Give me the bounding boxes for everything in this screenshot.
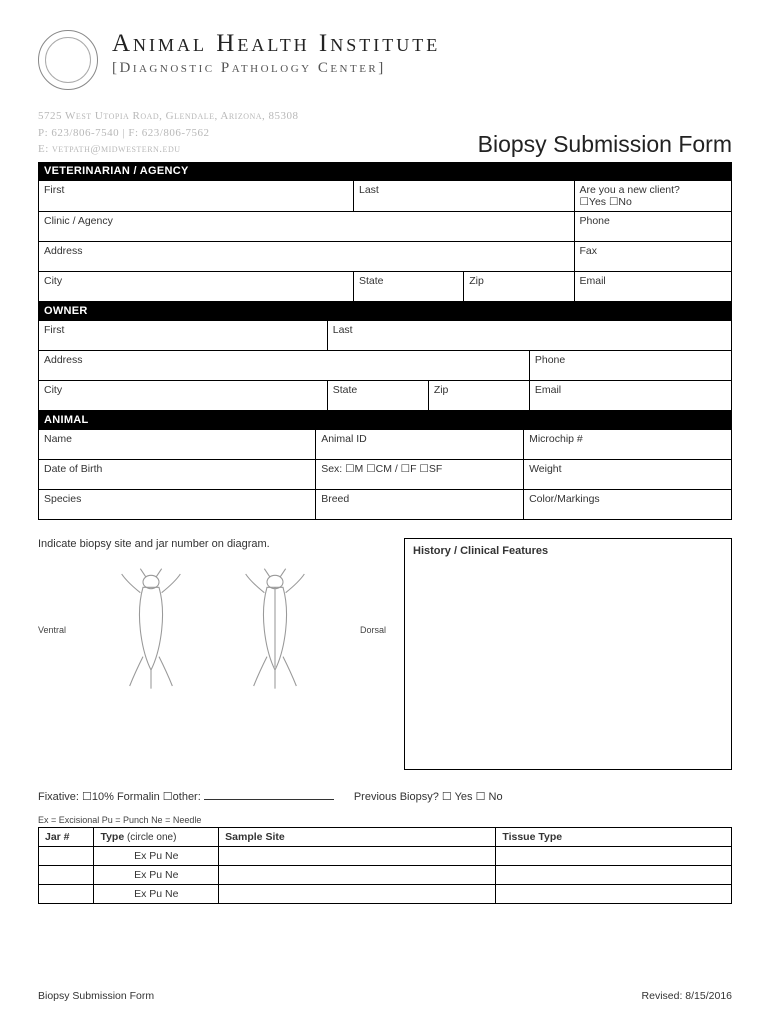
field-color[interactable]: Color/Markings — [524, 489, 732, 519]
vet-table: First Last Are you a new client? ☐Yes ☐N… — [38, 180, 732, 302]
contact-phone-fax: P: 623/806-7540 | F: 623/806-7562 — [38, 125, 299, 142]
field-species[interactable]: Species — [39, 489, 316, 519]
footer-right: Revised: 8/15/2016 — [642, 990, 732, 1002]
field-first-owner[interactable]: First — [39, 320, 328, 350]
th-tissue: Tissue Type — [496, 827, 732, 846]
field-city-owner[interactable]: City — [39, 380, 328, 410]
field-phone-owner[interactable]: Phone — [529, 350, 731, 380]
type-cell[interactable]: Ex Pu Ne — [94, 884, 219, 903]
type-legend: Ex = Excisional Pu = Punch Ne = Needle — [38, 815, 732, 825]
field-animal-id[interactable]: Animal ID — [316, 429, 524, 459]
org-subtitle: [Diagnostic Pathology Center] — [112, 60, 440, 77]
new-client-options[interactable]: ☐Yes ☐No — [580, 196, 632, 208]
contact-and-title: 5725 West Utopia Road, Glendale, Arizona… — [38, 108, 732, 158]
field-address-owner[interactable]: Address — [39, 350, 530, 380]
table-row[interactable]: Ex Pu Ne — [39, 865, 732, 884]
field-email-owner[interactable]: Email — [529, 380, 731, 410]
field-email-vet[interactable]: Email — [574, 271, 732, 301]
fixative-options[interactable]: Fixative: ☐10% Formalin ☐other: — [38, 790, 334, 803]
field-first[interactable]: First — [39, 180, 354, 211]
field-last[interactable]: Last — [354, 180, 575, 211]
dorsal-label: Dorsal — [360, 625, 386, 635]
field-name[interactable]: Name — [39, 429, 316, 459]
university-seal-icon — [38, 30, 98, 90]
ventral-label: Ventral — [38, 625, 66, 635]
org-name: Animal Health Institute — [112, 30, 440, 58]
org-title-block: Animal Health Institute [Diagnostic Path… — [112, 30, 440, 77]
diagram-left: Indicate biopsy site and jar number on d… — [38, 538, 386, 770]
fixative-other-input[interactable] — [204, 799, 334, 800]
history-label: History / Clinical Features — [413, 545, 548, 557]
contact-email: E: vetpath@midwestern.edu — [38, 141, 299, 158]
sample-table: Jar # Type (circle one) Sample Site Tiss… — [38, 827, 732, 904]
field-dob[interactable]: Date of Birth — [39, 459, 316, 489]
th-site: Sample Site — [219, 827, 496, 846]
field-phone[interactable]: Phone — [574, 211, 732, 241]
page-footer: Biopsy Submission Form Revised: 8/15/201… — [38, 990, 732, 1002]
previous-biopsy[interactable]: Previous Biopsy? ☐ Yes ☐ No — [354, 790, 503, 803]
history-box[interactable]: History / Clinical Features — [404, 538, 732, 770]
fixative-line: Fixative: ☐10% Formalin ☐other: Previous… — [38, 790, 732, 803]
section-vet-header: VETERINARIAN / AGENCY — [38, 162, 732, 180]
field-breed[interactable]: Breed — [316, 489, 524, 519]
th-type-label: Type — [100, 831, 124, 843]
contact-info: 5725 West Utopia Road, Glendale, Arizona… — [38, 108, 299, 158]
table-row[interactable]: Ex Pu Ne — [39, 846, 732, 865]
ventral-animal-icon — [111, 560, 191, 700]
field-state-vet[interactable]: State — [354, 271, 464, 301]
field-address-vet[interactable]: Address — [39, 241, 575, 271]
owner-table: First Last Address Phone City State Zip … — [38, 320, 732, 411]
new-client-label: Are you a new client? — [580, 184, 680, 196]
field-new-client[interactable]: Are you a new client? ☐Yes ☐No — [574, 180, 732, 211]
field-zip-vet[interactable]: Zip — [464, 271, 574, 301]
th-jar: Jar # — [39, 827, 94, 846]
dorsal-animal-icon — [235, 560, 315, 700]
diagram-instruction: Indicate biopsy site and jar number on d… — [38, 538, 386, 550]
letterhead: Animal Health Institute [Diagnostic Path… — [38, 30, 732, 90]
field-clinic[interactable]: Clinic / Agency — [39, 211, 575, 241]
field-weight[interactable]: Weight — [524, 459, 732, 489]
field-microchip[interactable]: Microchip # — [524, 429, 732, 459]
type-cell[interactable]: Ex Pu Ne — [94, 865, 219, 884]
field-state-owner[interactable]: State — [327, 380, 428, 410]
section-animal-header: ANIMAL — [38, 411, 732, 429]
field-zip-owner[interactable]: Zip — [428, 380, 529, 410]
field-last-owner[interactable]: Last — [327, 320, 731, 350]
field-fax[interactable]: Fax — [574, 241, 732, 271]
diagram-section: Indicate biopsy site and jar number on d… — [38, 538, 732, 770]
th-type-note: (circle one) — [124, 832, 176, 843]
th-type: Type (circle one) — [94, 827, 219, 846]
animal-table: Name Animal ID Microchip # Date of Birth… — [38, 429, 732, 520]
fixative-label: Fixative: ☐10% Formalin ☐other: — [38, 791, 201, 803]
field-city-vet[interactable]: City — [39, 271, 354, 301]
footer-left: Biopsy Submission Form — [38, 990, 154, 1002]
animal-diagrams: Ventral — [38, 560, 386, 700]
field-sex[interactable]: Sex: ☐M ☐CM / ☐F ☐SF — [316, 459, 524, 489]
contact-address: 5725 West Utopia Road, Glendale, Arizona… — [38, 108, 299, 125]
table-row[interactable]: Ex Pu Ne — [39, 884, 732, 903]
type-cell[interactable]: Ex Pu Ne — [94, 846, 219, 865]
section-owner-header: OWNER — [38, 302, 732, 320]
form-title: Biopsy Submission Form — [478, 131, 732, 158]
